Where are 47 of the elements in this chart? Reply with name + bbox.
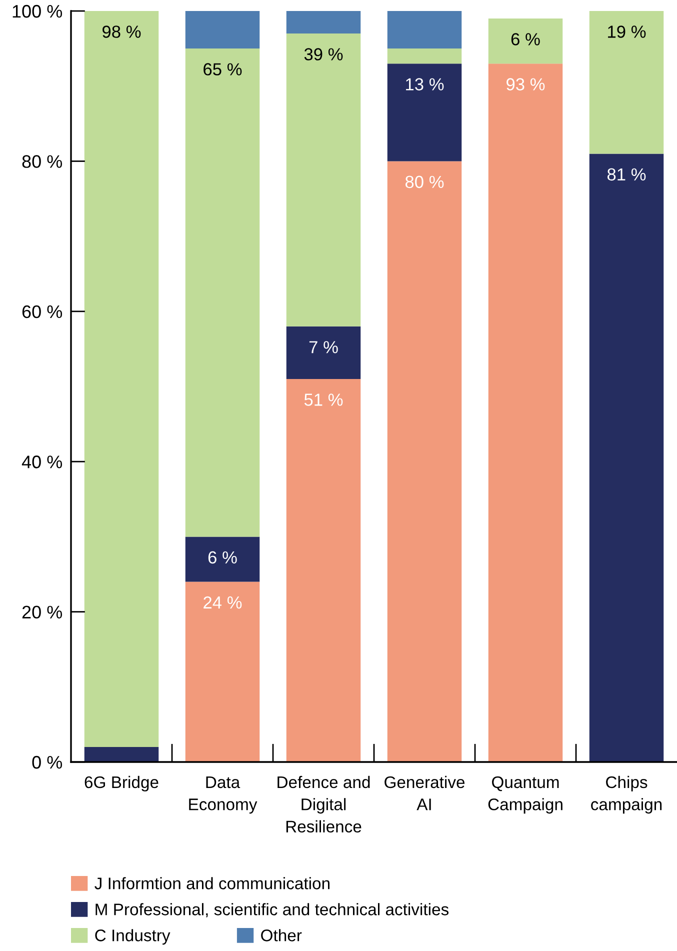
data-label: 98 % [102, 26, 141, 38]
legend-label: Other [261, 929, 302, 942]
data-label: 93 % [506, 78, 545, 90]
data-label: 7 % [309, 341, 338, 354]
data-label: 6 % [511, 33, 540, 46]
y-tick-label: 0 % [32, 756, 62, 769]
x-tick-label: Chips campaign [591, 776, 662, 814]
data-label: 39 % [304, 48, 343, 60]
legend-label: M Professional, scientific and technical activities [96, 903, 449, 918]
x-tick-label: Data Economy [189, 776, 258, 814]
data-label: 81 % [607, 168, 646, 181]
data-label: 13 % [406, 78, 444, 90]
x-tick-label: Defence and Digital Resilience [278, 776, 370, 832]
bar [488, 64, 563, 762]
bar [589, 11, 664, 154]
bar [286, 378, 361, 762]
legend-label: C Industry [95, 929, 170, 945]
x-tick-label: Generative AI [384, 776, 465, 810]
bar [589, 154, 664, 762]
y-tick-label: 20 % [22, 606, 62, 619]
data-label: 19 % [608, 26, 646, 38]
y-tick-label: 40 % [22, 456, 62, 468]
bar [387, 161, 462, 762]
bar [84, 11, 159, 747]
bar [185, 582, 260, 762]
x-tick-label: 6G Bridge [84, 776, 158, 792]
bar [488, 18, 563, 64]
data-label: 24 % [204, 596, 242, 609]
y-tick-label: 60 % [22, 305, 62, 318]
bar [185, 11, 260, 49]
bar [185, 48, 260, 537]
y-tick-label: 100 % [12, 4, 62, 18]
bar [387, 11, 462, 49]
data-label: 51 % [304, 394, 343, 406]
bar [286, 11, 361, 34]
legend-label: J Informtion and communication [94, 877, 330, 890]
data-label: 65 % [204, 63, 242, 76]
x-tick-label: Quantum Campaign [488, 776, 562, 814]
bar [286, 34, 361, 326]
data-label: 6 % [208, 551, 237, 564]
y-tick-label: 80 % [22, 155, 62, 168]
bar [185, 536, 260, 582]
data-label: 80 % [405, 176, 444, 188]
bar [286, 326, 361, 379]
bar [84, 746, 159, 762]
bar [387, 48, 462, 64]
bar [387, 64, 462, 162]
